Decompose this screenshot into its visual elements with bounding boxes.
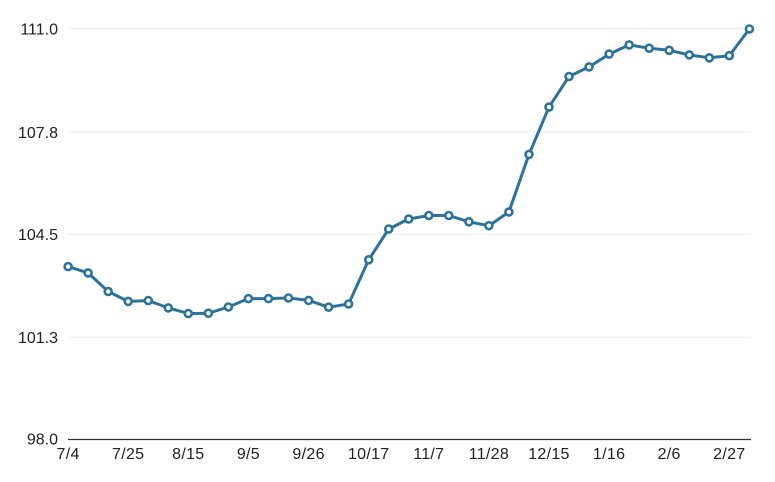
svg-text:7/25: 7/25 [112, 446, 144, 463]
svg-text:7/4: 7/4 [57, 446, 80, 463]
svg-text:1/16: 1/16 [593, 446, 625, 463]
svg-text:9/5: 9/5 [237, 446, 260, 463]
svg-text:2/27: 2/27 [713, 446, 745, 463]
svg-text:104.5: 104.5 [18, 227, 58, 244]
svg-text:10/17: 10/17 [348, 446, 390, 463]
svg-text:98.0: 98.0 [27, 432, 58, 449]
svg-text:11/28: 11/28 [469, 446, 509, 463]
svg-text:101.3: 101.3 [18, 330, 58, 347]
svg-text:8/15: 8/15 [172, 446, 204, 463]
svg-text:2/6: 2/6 [658, 446, 681, 463]
svg-text:11/7: 11/7 [413, 446, 444, 463]
svg-text:111.0: 111.0 [20, 21, 58, 38]
svg-text:9/26: 9/26 [292, 446, 324, 463]
svg-text:107.8: 107.8 [18, 125, 58, 142]
svg-text:12/15: 12/15 [528, 446, 570, 463]
